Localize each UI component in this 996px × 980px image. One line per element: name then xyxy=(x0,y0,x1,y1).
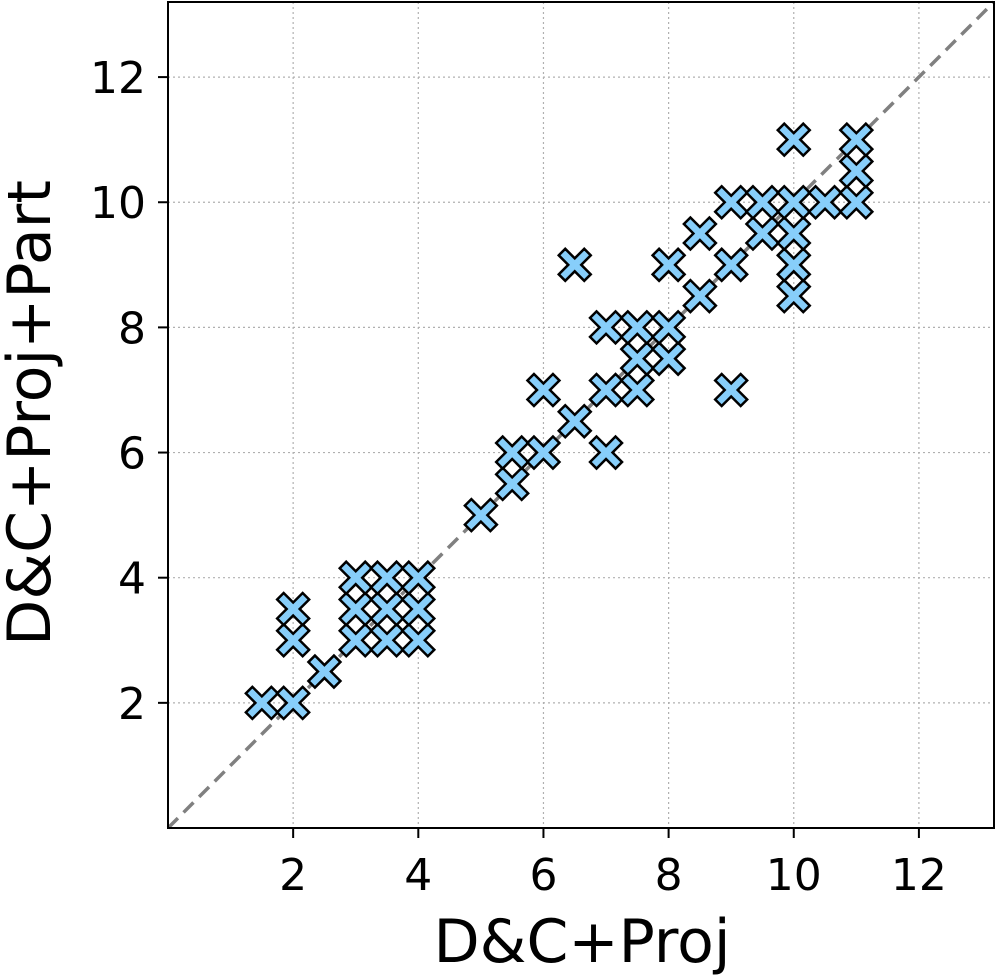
data-point-marker xyxy=(494,466,530,502)
data-point-marker xyxy=(807,184,843,221)
y-tick-label: 12 xyxy=(90,53,146,104)
data-point-marker xyxy=(682,215,718,252)
data-point-marker xyxy=(369,559,405,596)
y-tick-label: 10 xyxy=(90,178,146,229)
data-point-marker xyxy=(588,434,624,471)
data-point-marker xyxy=(275,685,311,721)
data-point-marker xyxy=(306,653,343,690)
data-point-marker xyxy=(244,685,280,721)
axis-ticks: 2 4 6 8 10 12 2 4 6 8 10 12 xyxy=(90,53,947,901)
data-point-marker xyxy=(369,622,405,659)
data-point-marker xyxy=(494,434,530,471)
data-point-marker xyxy=(775,121,812,158)
x-tick-label: 8 xyxy=(655,850,683,901)
data-point-marker xyxy=(337,559,374,596)
data-point-marker xyxy=(619,340,656,377)
data-point-marker xyxy=(713,184,749,221)
y-tick-label: 6 xyxy=(118,429,146,480)
data-point-marker xyxy=(588,309,624,346)
x-tick-label: 4 xyxy=(404,850,432,901)
y-tick-label: 2 xyxy=(118,679,146,730)
plot-frame xyxy=(167,1,995,829)
x-tick-label: 10 xyxy=(766,850,822,901)
data-point-marker xyxy=(775,184,812,221)
data-point-marker xyxy=(369,591,405,627)
data-point-marker xyxy=(619,372,656,408)
data-point-marker xyxy=(838,121,875,158)
data-point-marker xyxy=(275,591,311,627)
data-point-marker xyxy=(525,372,562,408)
data-point-marker xyxy=(838,153,875,189)
data-point-marker xyxy=(744,184,781,221)
data-point-marker xyxy=(588,372,624,408)
data-point-marker xyxy=(713,372,749,408)
data-point-marker xyxy=(619,309,656,346)
data-point-marker xyxy=(650,247,687,283)
data-point-marker xyxy=(337,622,374,659)
data-point-marker xyxy=(275,622,311,659)
data-point-marker xyxy=(556,247,593,283)
data-point-marker xyxy=(400,622,437,659)
data-points xyxy=(244,121,875,721)
data-point-marker xyxy=(744,215,781,252)
data-point-marker xyxy=(400,559,437,596)
data-point-marker xyxy=(713,247,749,283)
y-tick-label: 8 xyxy=(118,303,146,354)
x-axis-label: D&C+Proj xyxy=(433,907,730,977)
data-point-marker xyxy=(463,497,499,533)
data-point-marker xyxy=(525,434,562,471)
x-tick-label: 12 xyxy=(891,850,947,901)
data-point-marker xyxy=(838,184,875,221)
data-point-marker xyxy=(682,278,718,314)
y-tick-label: 4 xyxy=(118,554,146,605)
y-axis-label: D&C+Proj+Part xyxy=(0,180,65,646)
data-point-marker xyxy=(650,309,687,346)
data-point-marker xyxy=(556,403,593,440)
x-tick-label: 6 xyxy=(529,850,557,901)
data-point-marker xyxy=(337,591,374,627)
x-tick-label: 2 xyxy=(279,850,307,901)
